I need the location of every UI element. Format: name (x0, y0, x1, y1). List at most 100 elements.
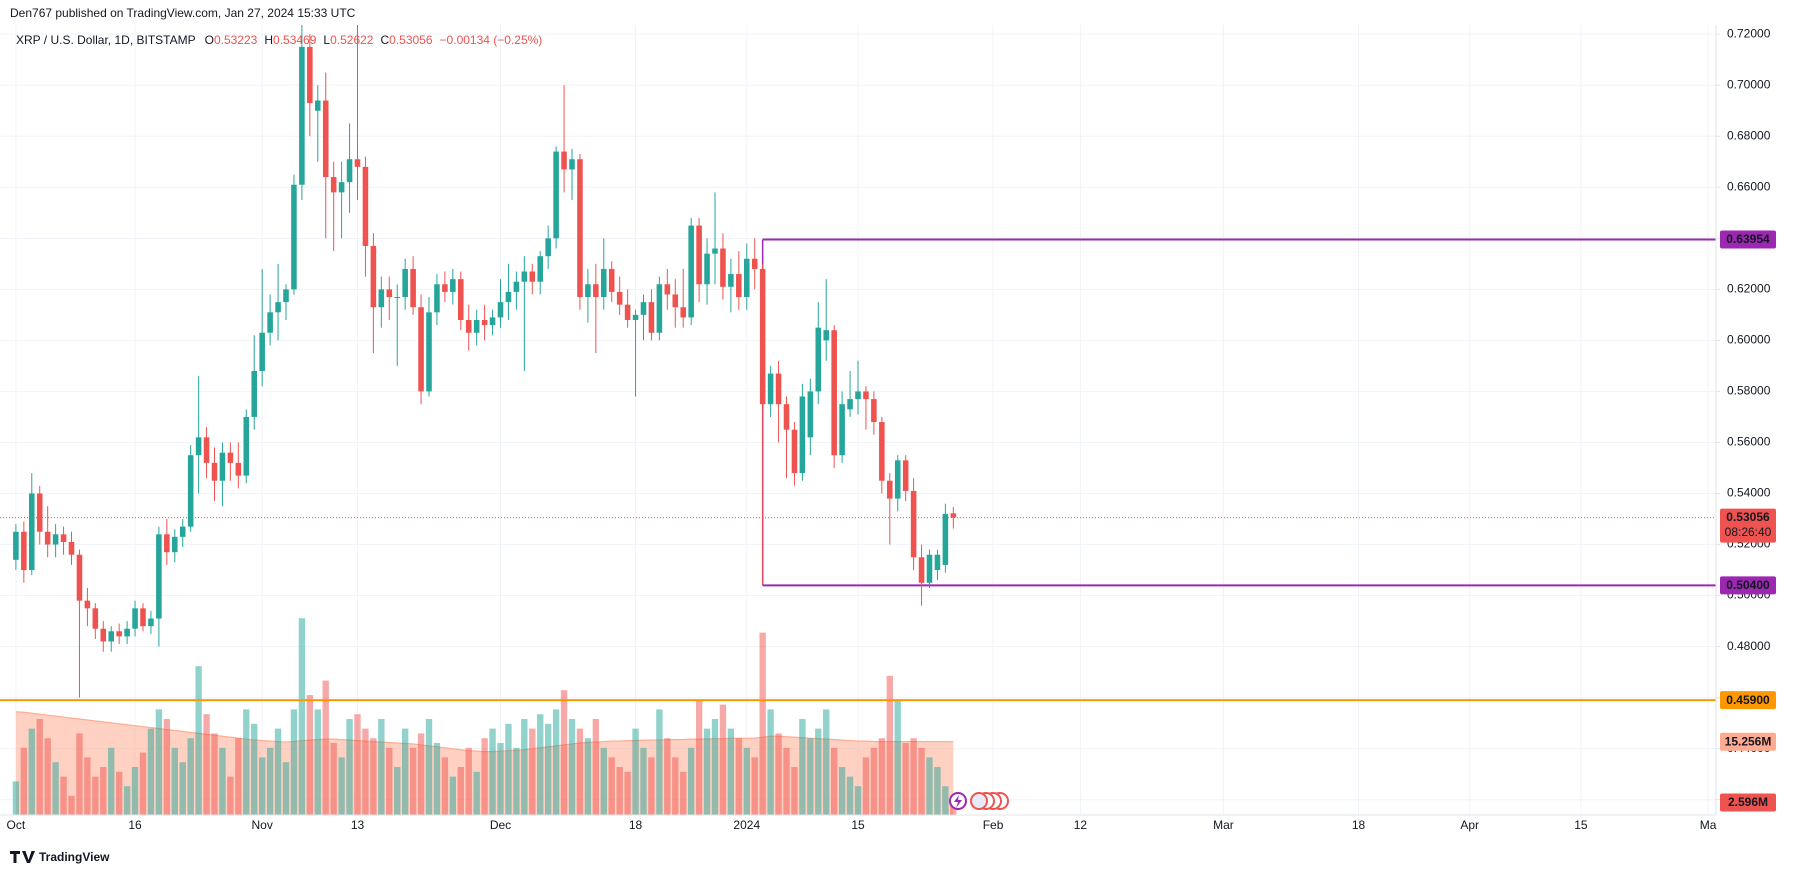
volume-bar (942, 786, 949, 815)
candle-body (767, 373, 774, 405)
candle-body (855, 391, 861, 400)
volume-bar (52, 762, 59, 815)
candle-body (823, 330, 830, 341)
volume-bar (775, 733, 782, 815)
candle-body (894, 460, 901, 499)
logo-mark (10, 851, 35, 863)
volume-bar (680, 771, 687, 815)
x-tick-label: 18 (629, 818, 643, 832)
candle-body (513, 281, 520, 292)
candle-body (76, 554, 83, 601)
candle-body (481, 319, 488, 326)
volume-bar (115, 771, 123, 815)
volume-bar (394, 767, 401, 815)
candle-body (116, 631, 122, 637)
candle-body (608, 268, 615, 292)
volume-bar (266, 747, 274, 815)
candle-body (92, 608, 99, 629)
candle-body (140, 608, 146, 627)
candle-body (148, 618, 154, 627)
candle-body (68, 541, 75, 555)
candle-body (791, 429, 798, 474)
volume-bar (934, 767, 941, 815)
candle-body (457, 279, 464, 320)
candle-body (100, 628, 107, 642)
volume-bar (608, 757, 615, 815)
candle-body (203, 437, 210, 463)
event-icon (954, 795, 962, 808)
candle-body (338, 182, 345, 193)
volume-bar (537, 714, 544, 815)
candle-body (942, 513, 949, 565)
level-label-bg (1720, 230, 1776, 249)
volume-bar (179, 762, 186, 815)
volume-bar (195, 666, 202, 815)
x-tick-label: Feb (983, 818, 1004, 832)
x-tick-label: 2024 (733, 818, 760, 832)
candle-body (640, 302, 647, 315)
volume-bar (203, 714, 210, 815)
legend-value: 0.52622 (330, 33, 374, 47)
volume-bar (386, 747, 393, 815)
candle-body (124, 628, 130, 637)
level-label: 0.45900 (1726, 693, 1770, 707)
candle-body (187, 455, 194, 527)
candle-body (386, 289, 393, 298)
candle-body (473, 319, 480, 333)
volume-bar (616, 767, 623, 815)
candle-body (624, 304, 631, 320)
candle-body (21, 531, 27, 571)
y-tick-label: 0.70000 (1727, 77, 1771, 91)
volume-bar (282, 762, 290, 815)
candle-body (465, 319, 472, 333)
volume-bar (624, 771, 631, 815)
candle-body (307, 46, 313, 104)
candle-body (585, 284, 591, 298)
candle-body (545, 238, 551, 257)
x-tick-label: Nov (251, 818, 272, 832)
volume-bar (449, 776, 457, 815)
volume-bar (473, 771, 480, 815)
candle-body (863, 391, 869, 400)
y-tick-label: 0.72000 (1727, 26, 1771, 40)
volume-bar (823, 709, 830, 815)
volume-ma-label-bg (1720, 732, 1776, 751)
event-icons (949, 792, 1009, 810)
volume-bar (743, 747, 750, 815)
volume-bar (910, 738, 917, 815)
candle-body (807, 391, 814, 438)
volume-bar (886, 675, 893, 815)
x-tick-label: 16 (128, 818, 142, 832)
volume-bar (163, 719, 171, 815)
publisher-header: Den767 published on TradingView.com, Jan… (10, 6, 356, 20)
volume-bar (314, 709, 321, 815)
candle-body (871, 399, 877, 423)
volume-bar (235, 738, 242, 815)
legend-key: O (205, 33, 214, 47)
volume-bar (552, 709, 560, 815)
candle-body (569, 159, 575, 170)
volume-bar (84, 757, 91, 815)
candle-body (132, 608, 138, 629)
candle-body (926, 554, 933, 583)
level-label-bg (1720, 576, 1776, 595)
y-tick-label: 0.58000 (1727, 384, 1771, 398)
volume-bar (497, 743, 504, 815)
candle-body (902, 460, 909, 491)
candle-body (171, 536, 178, 553)
volume-bar (139, 752, 147, 815)
legend-change: −0.00134 (−0.25%) (440, 33, 543, 47)
last-price-label: 0.53056 (1726, 510, 1770, 524)
candle-body (267, 312, 273, 333)
candle-body (831, 330, 837, 456)
volume-bar (378, 719, 385, 815)
volume-bar (219, 747, 226, 815)
level-label: 0.50400 (1726, 578, 1770, 592)
candle-body (28, 493, 35, 571)
y-tick-label: 0.60000 (1727, 333, 1771, 347)
volume-bar (894, 699, 901, 815)
candle-body (410, 268, 416, 308)
x-tick-label: 12 (1074, 818, 1088, 832)
y-tick-label: 0.68000 (1727, 128, 1771, 142)
